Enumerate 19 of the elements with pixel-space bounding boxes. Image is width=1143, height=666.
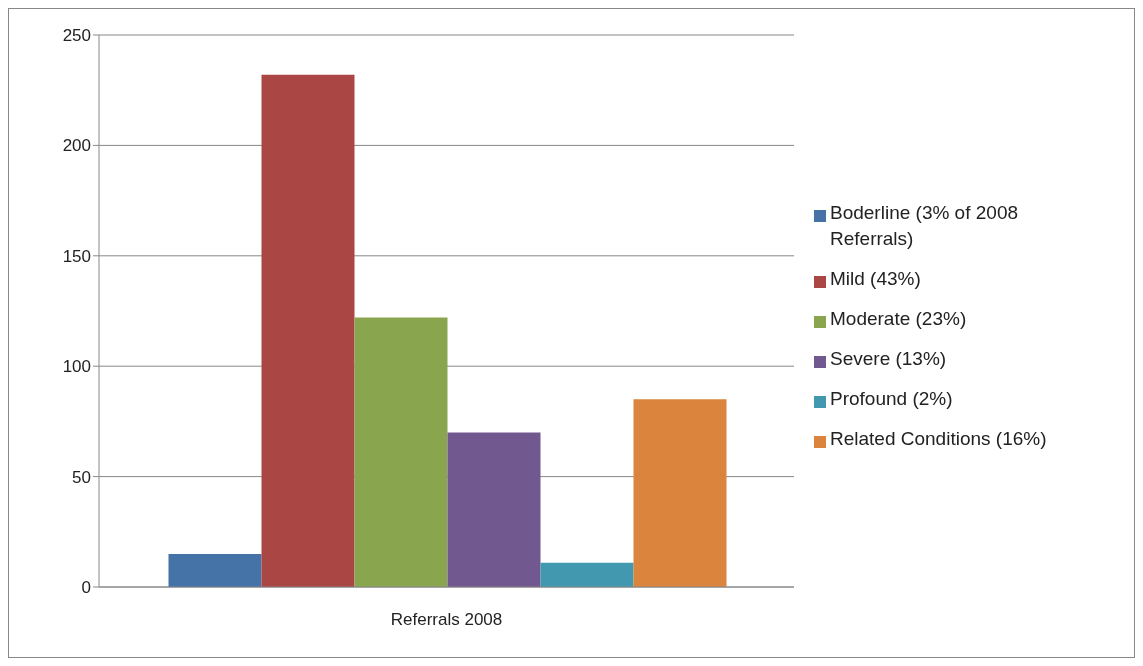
y-tick-label: 0: [81, 578, 91, 598]
legend-label: Moderate (23%): [830, 307, 967, 331]
bar: [540, 562, 634, 587]
bar: [168, 553, 262, 587]
legend-label: Mild (43%): [830, 267, 921, 291]
legend-label: Boderline (3% of 2008 Referrals): [830, 201, 1019, 251]
y-tick-label: 250: [62, 26, 91, 46]
bar: [261, 74, 355, 587]
bar: [354, 317, 448, 587]
bar: [447, 432, 541, 587]
legend-label: Profound (2%): [830, 387, 953, 411]
legend-label: Related Conditions (16%): [830, 427, 1047, 451]
y-tick-label: 50: [72, 467, 91, 487]
y-tick-label: 100: [62, 357, 91, 377]
y-tick-label: 200: [62, 136, 91, 156]
bar: [633, 399, 727, 587]
y-tick-label: 150: [62, 246, 91, 266]
x-tick-label: Referrals 2008: [390, 610, 503, 630]
legend-label: Severe (13%): [830, 347, 947, 371]
